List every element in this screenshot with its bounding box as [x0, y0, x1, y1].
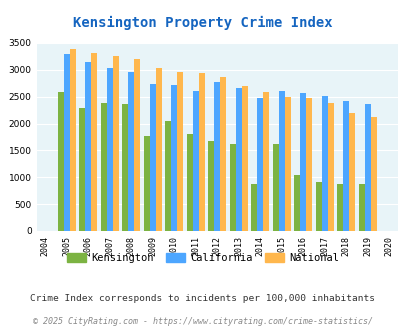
Text: Crime Index corresponds to incidents per 100,000 inhabitants: Crime Index corresponds to incidents per…	[30, 294, 375, 303]
Bar	[272, 144, 278, 231]
Bar	[70, 49, 75, 231]
Bar	[327, 103, 333, 231]
Bar	[64, 54, 70, 231]
Bar	[79, 109, 85, 231]
Bar	[214, 82, 220, 231]
Bar	[122, 104, 128, 231]
Bar	[251, 184, 257, 231]
Bar	[208, 141, 214, 231]
Bar	[85, 62, 91, 231]
Bar	[337, 184, 342, 231]
Bar	[257, 98, 262, 231]
Bar	[284, 97, 290, 231]
Bar	[235, 87, 241, 231]
Bar	[364, 104, 370, 231]
Text: Kensington Property Crime Index: Kensington Property Crime Index	[73, 16, 332, 30]
Bar	[358, 184, 364, 231]
Bar	[113, 56, 118, 231]
Bar	[278, 91, 284, 231]
Bar	[229, 144, 235, 231]
Bar	[321, 96, 327, 231]
Bar	[171, 85, 177, 231]
Bar	[128, 73, 134, 231]
Bar	[241, 86, 247, 231]
Bar	[370, 117, 376, 231]
Bar	[91, 52, 97, 231]
Bar	[342, 101, 348, 231]
Bar	[155, 68, 161, 231]
Bar	[305, 98, 311, 231]
Bar	[165, 121, 171, 231]
Bar	[177, 72, 183, 231]
Legend: Kensington, California, National: Kensington, California, National	[63, 248, 342, 267]
Bar	[198, 73, 204, 231]
Bar	[315, 182, 321, 231]
Bar	[100, 103, 107, 231]
Bar	[262, 92, 269, 231]
Bar	[192, 91, 198, 231]
Bar	[294, 175, 299, 231]
Bar	[143, 136, 149, 231]
Bar	[107, 68, 113, 231]
Bar	[220, 77, 226, 231]
Bar	[58, 92, 64, 231]
Bar	[299, 93, 305, 231]
Bar	[149, 84, 155, 231]
Bar	[186, 134, 192, 231]
Bar	[134, 59, 140, 231]
Text: © 2025 CityRating.com - https://www.cityrating.com/crime-statistics/: © 2025 CityRating.com - https://www.city…	[33, 317, 372, 326]
Bar	[348, 113, 354, 231]
